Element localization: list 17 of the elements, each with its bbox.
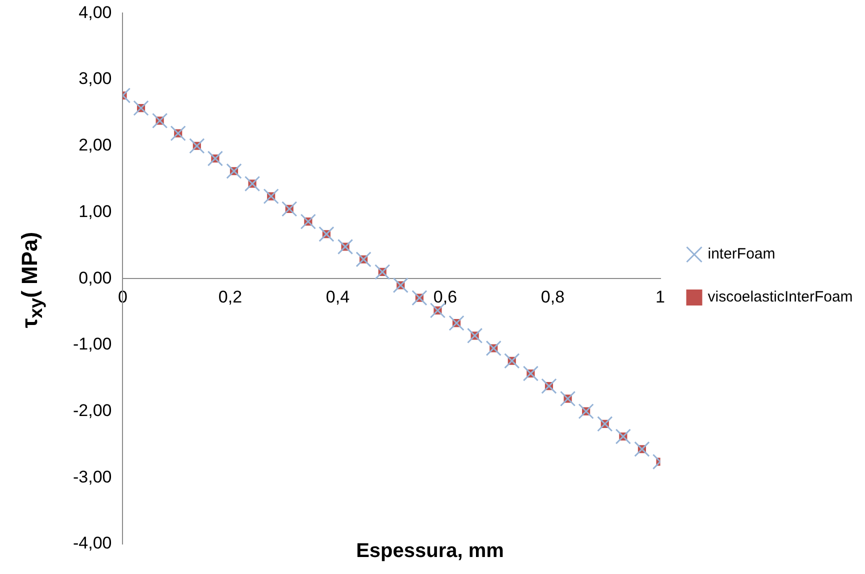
x-tick-label: 1 <box>656 287 665 306</box>
y-tick-label: -2,00 <box>73 400 112 420</box>
y-tick-label: 4,00 <box>78 2 112 22</box>
x-tick-label: 0,4 <box>326 287 350 306</box>
legend-label: viscoelasticInterFoam <box>708 288 853 306</box>
x-tick-label: 0,2 <box>218 287 242 306</box>
y-tick-label: 3,00 <box>78 69 112 88</box>
y-tick-label: 0,00 <box>78 268 112 288</box>
y-tick-label: -3,00 <box>73 467 112 486</box>
y-tick-label: -1,00 <box>73 334 112 354</box>
legend-label: interFoam <box>708 246 776 263</box>
x-axis-title: Espessura, mm <box>356 540 504 563</box>
x-tick-label: 0,6 <box>433 287 458 306</box>
y-tick-label: -4,00 <box>73 534 112 553</box>
x-tick-label: 0,8 <box>540 287 565 306</box>
y-tick-label: 2,00 <box>78 136 112 155</box>
y-tick-label: 1,00 <box>78 202 112 221</box>
